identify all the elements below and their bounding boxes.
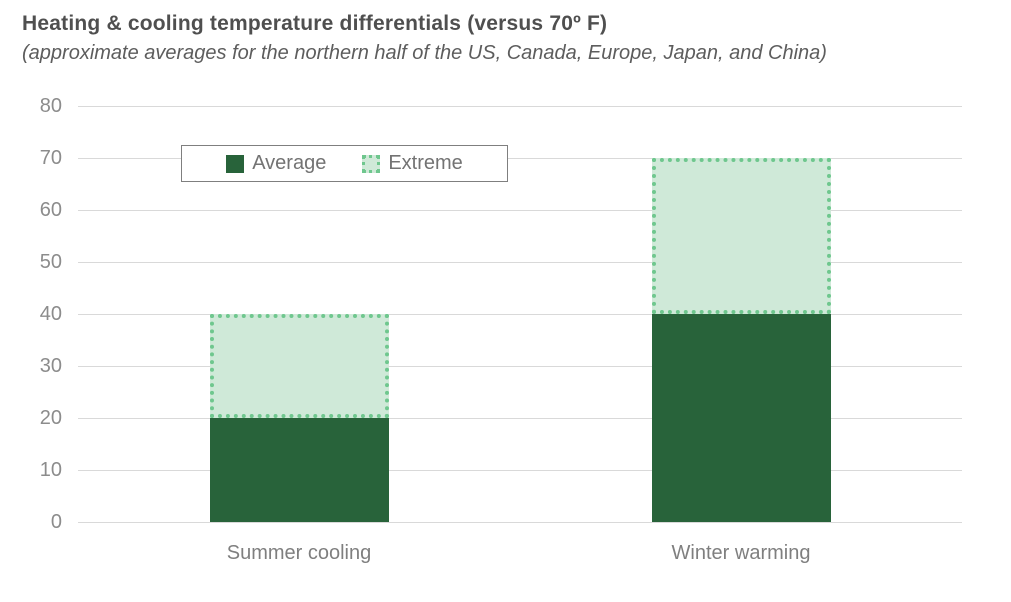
legend-item-average: Average [226,152,326,175]
gridline-0 [78,521,962,523]
chart-subtitle: (approximate averages for the northern h… [22,42,827,64]
bar-winter-warming [651,106,831,522]
bar-summer-cooling [209,106,389,522]
y-tick-20: 20 [39,407,62,429]
bar-segment-winter-warming-extreme [651,158,831,314]
gridline-70 [78,157,962,159]
gridline-50 [78,261,962,263]
bar-segment-summer-cooling-average [209,418,389,522]
x-label-winter-warming: Winter warming [671,542,811,564]
gridline-30 [78,365,962,367]
y-tick-40: 40 [39,303,62,325]
y-tick-10: 10 [39,459,62,481]
plot-area: Average Extreme [78,105,962,523]
bar-segment-summer-cooling-extreme [209,314,389,418]
y-tick-70: 70 [39,147,62,169]
legend-swatch-extreme [362,154,381,173]
legend: Average Extreme [181,145,508,182]
bar-segment-winter-warming-average [651,314,831,522]
y-tick-50: 50 [39,251,62,273]
x-label-summer-cooling: Summer cooling [226,542,372,564]
y-tick-0: 0 [50,511,62,533]
legend-swatch-average [226,154,245,173]
gridline-80 [78,105,962,107]
gridline-20 [78,417,962,419]
y-tick-80: 80 [39,95,62,117]
legend-label-extreme: Extreme [388,152,463,174]
legend-label-average: Average [252,152,327,174]
gridline-40 [78,313,962,315]
gridline-10 [78,469,962,471]
x-axis-labels: Summer cooling Winter warming [0,542,1011,572]
legend-item-extreme: Extreme [362,152,463,175]
y-axis-tick-labels: 0 10 20 30 40 50 60 70 80 [0,95,62,533]
y-tick-60: 60 [39,199,62,221]
y-tick-30: 30 [39,355,62,377]
gridline-60 [78,209,962,211]
chart-title: Heating & cooling temperature differenti… [22,12,608,35]
